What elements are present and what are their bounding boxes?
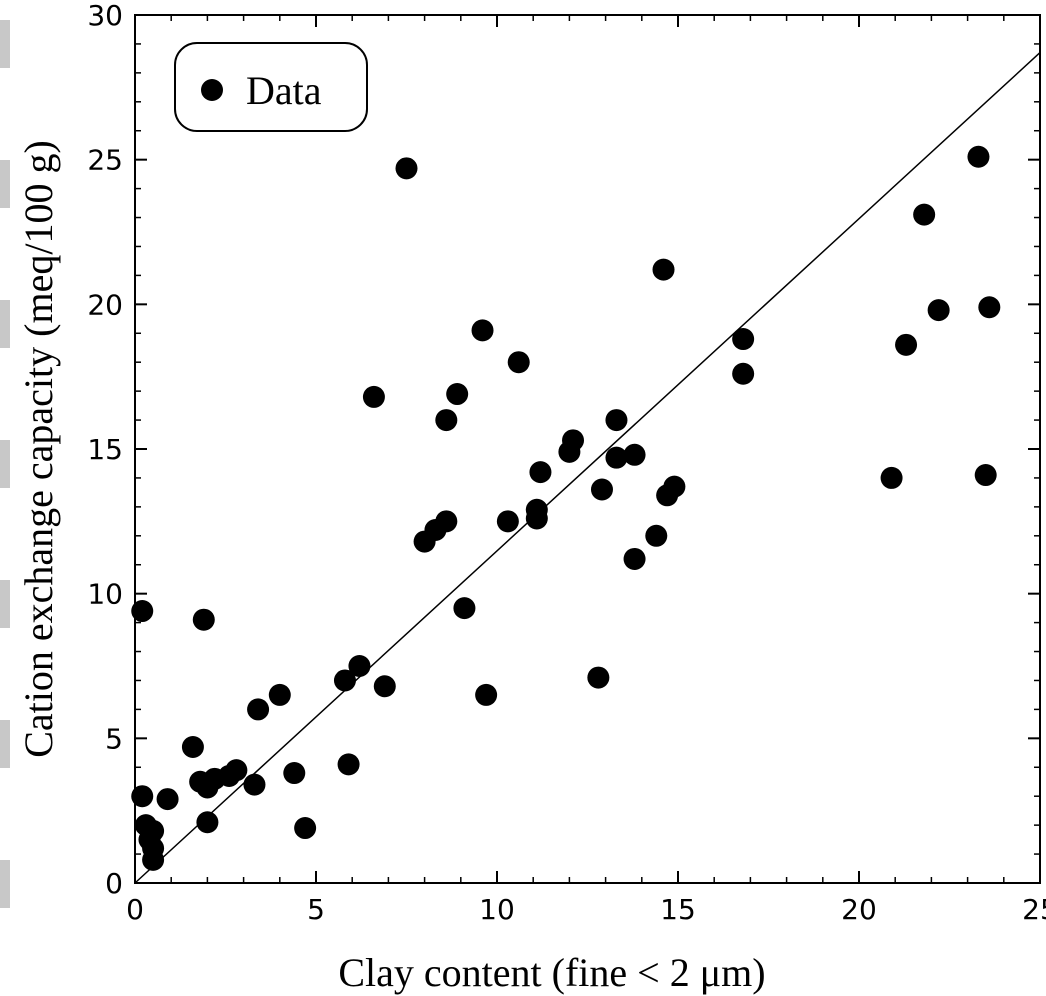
data-points [131,145,1001,871]
data-point [529,461,552,484]
fit-line [134,52,1041,884]
y-tick-label: 25 [87,144,123,177]
data-point [663,475,686,498]
edge-artifact [0,20,10,68]
data-point [913,203,936,226]
data-point [142,848,165,871]
data-point [587,666,610,689]
data-point [645,524,668,547]
data-point [435,409,458,432]
tick-labels: 0 5 10 15 20 25 0 5 10 15 20 25 30 [87,0,1046,926]
y-tick-label: 0 [105,867,123,900]
data-point [294,817,317,840]
data-point [225,759,248,782]
data-point [348,655,371,677]
x-tick-label: 5 [307,893,325,926]
y-tick-label: 15 [87,433,123,466]
legend-box [174,42,368,132]
data-point [927,299,950,322]
y-tick-label: 30 [87,0,123,32]
data-point [605,409,628,432]
plot-frame [134,14,1041,884]
data-point [974,464,997,487]
data-point [496,510,519,533]
x-tick-label: 10 [479,893,515,926]
data-point [192,608,215,631]
data-point [562,429,585,452]
y-tick-label: 5 [105,722,123,755]
y-tick-label: 20 [87,288,123,321]
data-point [652,258,675,281]
data-point [507,351,530,374]
data-point [475,683,498,706]
data-point [131,600,154,623]
legend: Data [174,42,368,132]
data-point [525,498,548,521]
data-point [268,683,291,706]
axis-ticks [134,14,1041,884]
x-tick-label: 0 [126,893,144,926]
data-point [590,478,613,501]
y-axis-title: Cation exchange capacity (meq/100 g) [16,140,61,758]
data-point [156,788,179,811]
y-tick-label: 10 [87,578,123,611]
legend-label: Data [246,68,322,113]
edge-artifact [0,440,10,488]
data-point [196,811,219,834]
data-point [880,466,903,489]
x-tick-label: 25 [1022,893,1046,926]
data-point [337,753,360,776]
data-point [333,669,356,692]
data-point [605,446,628,469]
data-point [895,333,918,356]
x-tick-label: 15 [660,893,696,926]
edge-artifact [0,860,10,908]
edge-artifact [0,160,10,208]
data-point [732,328,755,351]
data-point [131,785,154,808]
data-point [283,762,306,785]
edge-artifact [0,580,10,628]
data-point [435,510,458,533]
data-point [373,675,396,698]
x-tick-label: 20 [841,893,877,926]
edge-artifact [0,720,10,768]
edge-artifact [0,300,10,348]
legend-marker [201,79,223,101]
data-point [967,145,990,168]
data-point [732,362,755,385]
data-point [623,547,646,570]
data-point [453,597,476,620]
data-point [978,296,1001,319]
x-axis-title: Clay content (fine < 2 μm) [338,950,765,995]
data-point [247,698,270,721]
data-point [243,773,266,796]
data-point [471,319,494,342]
data-point [395,157,418,180]
data-point [181,736,204,759]
data-point [446,383,469,406]
data-point [623,443,646,466]
data-point [362,385,385,408]
